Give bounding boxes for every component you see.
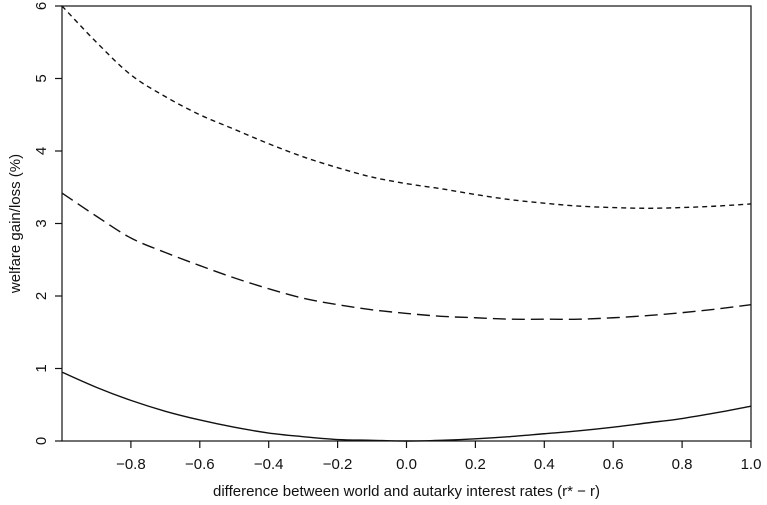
x-tick-label: 0.4 [534,456,555,473]
plot-area [61,5,752,442]
series-line-solid [61,371,752,442]
x-tick-label: 0.6 [603,456,624,473]
x-tick-label: 0.0 [396,456,417,473]
x-tick-label: 0.8 [672,456,693,473]
series-line-short-dash [61,5,752,209]
y-tick-label: 6 [33,2,50,10]
y-tick-label: 2 [33,292,50,300]
y-axis-label: welfare gain/loss (%) [7,154,24,294]
x-axis-label: difference between world and autarky int… [213,483,600,500]
y-tick-label: 3 [33,219,50,227]
x-tick-label: 1.0 [741,456,762,473]
axes: −0.8 −0.6 −0.4 −0.2 0.0 0.2 0.4 0.6 0.8 1.0 0 1 2 3 4 5… [33,2,761,473]
x-tick-label: −0.2 [323,456,353,473]
series-line-long-dash [61,192,752,321]
y-tick-label: 4 [33,147,50,155]
y-tick-label: 5 [33,74,50,82]
x-tick-label: −0.6 [185,456,215,473]
y-tick-label: 1 [33,364,50,372]
x-tick-label: −0.4 [254,456,284,473]
y-tick-label: 0 [33,437,50,445]
plot-frame [61,5,752,442]
x-tick-label: −0.8 [116,456,146,473]
x-tick-label: 0.2 [465,456,486,473]
